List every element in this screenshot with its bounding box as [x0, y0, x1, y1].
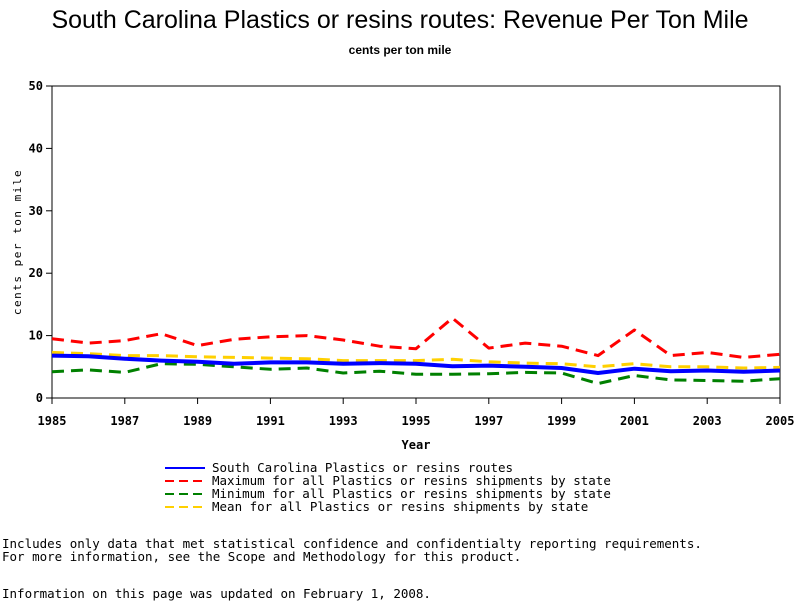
footnote-updated: Information on this page was updated on … [2, 586, 431, 601]
y-tick-label: 20 [29, 266, 43, 280]
x-tick-label: 1991 [256, 414, 285, 428]
y-tick-label: 30 [29, 204, 43, 218]
series-line-minimum [51, 362, 781, 386]
x-tick-label: 1985 [38, 414, 67, 428]
x-tick-label: 1995 [402, 414, 431, 428]
chart-subtitle: cents per ton mile [348, 43, 452, 57]
x-tick-label: 1993 [329, 414, 358, 428]
legend: South Carolina Plastics or resins routes… [165, 460, 611, 514]
y-axis-label: cents per ton mile [11, 169, 24, 315]
legend-label: Maximum for all Plastics or resins shipm… [212, 473, 611, 488]
x-axis: 1985 1987 1989 1991 1993 1995 1997 1999 2001 2003… [38, 398, 795, 428]
series-line-maximum [51, 316, 781, 359]
chart-title: South Carolina Plastics or resins routes… [51, 6, 749, 34]
x-tick-label: 1999 [547, 414, 576, 428]
x-tick-label: 1987 [110, 414, 139, 428]
series-line-state [51, 353, 781, 375]
legend-label: Mean for all Plastics or resins shipment… [212, 499, 588, 514]
plot-frame [51, 85, 781, 399]
series-line-mean [51, 350, 781, 370]
legend-label: South Carolina Plastics or resins routes [212, 460, 513, 475]
x-tick-label: 2003 [693, 414, 722, 428]
x-axis-label: Year [402, 438, 431, 452]
y-tick-label: 40 [29, 141, 43, 155]
footnote-methodology: For more information, see the Scope and … [2, 549, 522, 564]
x-tick-label: 2005 [766, 414, 795, 428]
y-axis: 0 10 20 30 40 50 [29, 79, 52, 405]
series-layer [51, 316, 781, 386]
x-tick-label: 1997 [474, 414, 503, 428]
line-chart: 0 10 20 30 40 50 1985 1987 1989 1991 1993 1995 1997… [11, 79, 795, 514]
y-tick-label: 10 [29, 329, 43, 343]
x-tick-label: 2001 [620, 414, 649, 428]
x-tick-label: 1989 [183, 414, 212, 428]
y-tick-label: 0 [36, 391, 43, 405]
footnote-confidentiality: Includes only data that met statistical … [2, 536, 702, 551]
y-tick-label: 50 [29, 79, 43, 93]
legend-label: Minimum for all Plastics or resins shipm… [212, 486, 611, 501]
